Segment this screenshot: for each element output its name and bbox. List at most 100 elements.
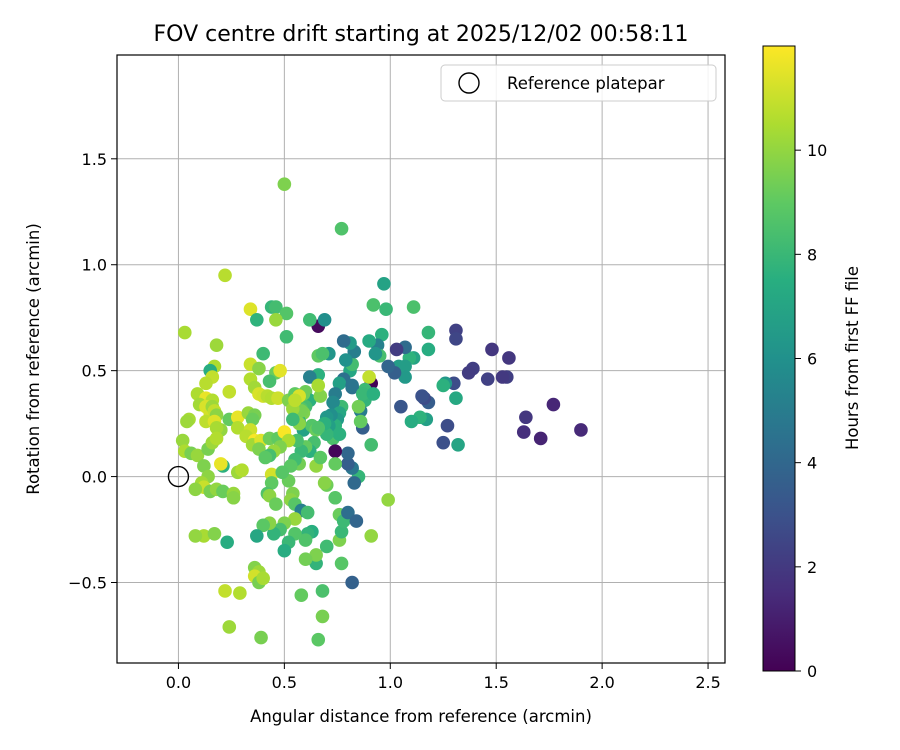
data-point bbox=[197, 459, 211, 473]
data-point bbox=[207, 526, 222, 541]
data-point bbox=[243, 302, 258, 317]
data-point bbox=[502, 351, 516, 365]
x-axis-ticks: 0.0 0.5 1.0 1.5 2.0 2.5 bbox=[166, 663, 721, 692]
data-point bbox=[298, 533, 313, 547]
data-point bbox=[421, 325, 436, 340]
data-point bbox=[269, 313, 283, 327]
data-point bbox=[256, 346, 270, 361]
data-point bbox=[226, 490, 241, 505]
data-point bbox=[415, 389, 429, 403]
data-point bbox=[222, 385, 237, 399]
data-point bbox=[351, 399, 366, 414]
data-point bbox=[269, 300, 283, 314]
data-point bbox=[389, 342, 404, 357]
colorbar-tick-label: 10 bbox=[807, 141, 827, 160]
x-axis-label: Angular distance from reference (arcmin) bbox=[250, 707, 592, 726]
data-point bbox=[269, 497, 283, 511]
data-point bbox=[440, 418, 455, 433]
data-point bbox=[436, 378, 451, 393]
data-point bbox=[317, 476, 332, 490]
x-tick-label: 0.5 bbox=[272, 673, 297, 692]
data-point bbox=[313, 450, 328, 465]
data-point bbox=[328, 444, 343, 458]
data-point bbox=[294, 588, 309, 603]
data-point bbox=[332, 376, 347, 391]
data-point bbox=[341, 457, 355, 471]
data-point bbox=[364, 529, 379, 543]
data-point bbox=[334, 221, 349, 236]
data-point bbox=[190, 448, 205, 463]
data-point bbox=[336, 334, 351, 348]
colorbar-ticks: 0 2 4 6 8 10 bbox=[795, 141, 827, 681]
y-tick-label: 0.0 bbox=[82, 468, 107, 487]
data-point bbox=[326, 395, 340, 410]
data-point bbox=[366, 298, 381, 312]
colorbar-tick-label: 6 bbox=[807, 350, 817, 369]
data-point bbox=[218, 268, 232, 283]
data-point bbox=[302, 313, 317, 327]
data-point bbox=[188, 482, 203, 497]
data-point bbox=[519, 410, 533, 425]
data-point bbox=[451, 437, 465, 452]
data-point bbox=[199, 376, 213, 391]
data-point bbox=[279, 306, 294, 321]
y-axis-label: Rotation from reference (arcmin) bbox=[24, 223, 43, 495]
data-point bbox=[313, 389, 328, 403]
colorbar-tick-label: 0 bbox=[807, 662, 817, 681]
legend: Reference platepar bbox=[440, 64, 717, 102]
data-point bbox=[177, 325, 192, 340]
data-point bbox=[379, 302, 393, 317]
data-point bbox=[334, 524, 349, 539]
data-point bbox=[302, 370, 317, 384]
x-tick-label: 2.5 bbox=[695, 673, 720, 692]
data-point bbox=[449, 332, 463, 346]
data-point bbox=[275, 465, 290, 480]
data-point bbox=[266, 526, 281, 541]
data-point bbox=[256, 518, 270, 533]
data-point bbox=[277, 543, 292, 558]
colorbar-tick-label: 4 bbox=[807, 454, 817, 473]
data-point bbox=[188, 529, 203, 543]
data-point bbox=[377, 276, 391, 291]
data-point bbox=[355, 387, 370, 401]
data-point bbox=[353, 414, 368, 429]
data-point bbox=[338, 353, 353, 367]
data-point bbox=[574, 423, 588, 437]
x-tick-label: 1.5 bbox=[483, 673, 508, 692]
data-point bbox=[216, 484, 230, 499]
data-point bbox=[250, 313, 264, 327]
data-point bbox=[279, 329, 294, 344]
data-points bbox=[175, 177, 588, 647]
data-point bbox=[235, 463, 249, 478]
data-point bbox=[277, 177, 292, 192]
data-point bbox=[222, 620, 237, 634]
data-point bbox=[398, 370, 412, 384]
data-point bbox=[300, 505, 315, 520]
data-point bbox=[332, 427, 347, 442]
data-point bbox=[311, 421, 326, 435]
chart-title: FOV centre drift starting at 2025/12/02 … bbox=[154, 22, 689, 47]
colorbar-tick-label: 2 bbox=[807, 558, 817, 577]
y-tick-label: 1.5 bbox=[82, 150, 107, 169]
data-point bbox=[209, 431, 224, 446]
data-point bbox=[288, 512, 302, 526]
data-point bbox=[328, 457, 343, 471]
data-point bbox=[449, 391, 463, 405]
data-point bbox=[218, 584, 232, 598]
data-point bbox=[461, 365, 476, 380]
data-point bbox=[366, 387, 381, 401]
data-point bbox=[230, 421, 245, 435]
data-point bbox=[381, 493, 395, 507]
legend-label: Reference platepar bbox=[507, 74, 665, 93]
x-tick-label: 1.0 bbox=[378, 673, 403, 692]
data-point bbox=[546, 397, 561, 412]
y-axis-ticks: −0.5 0.0 0.5 1.0 1.5 bbox=[68, 150, 117, 592]
data-point bbox=[264, 476, 279, 490]
data-point bbox=[233, 586, 247, 600]
data-point bbox=[480, 372, 495, 386]
plot-frame bbox=[116, 54, 726, 664]
data-point bbox=[345, 575, 359, 590]
colorbar-label: Hours from first FF file bbox=[843, 266, 862, 450]
